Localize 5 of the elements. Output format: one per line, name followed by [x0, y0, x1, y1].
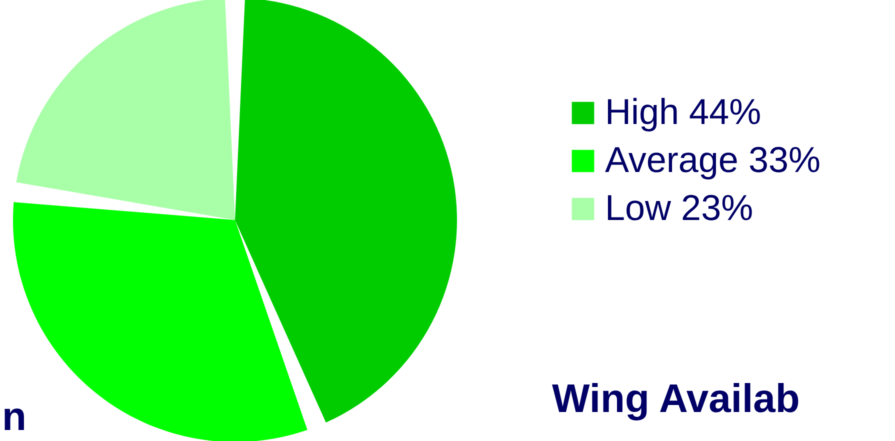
legend-label: High 44% — [605, 91, 762, 132]
text: n — [2, 395, 26, 439]
legend-label: Average 33% — [605, 139, 820, 180]
legend-label: Low 23% — [605, 187, 754, 228]
text: Wing Availab — [552, 377, 800, 421]
